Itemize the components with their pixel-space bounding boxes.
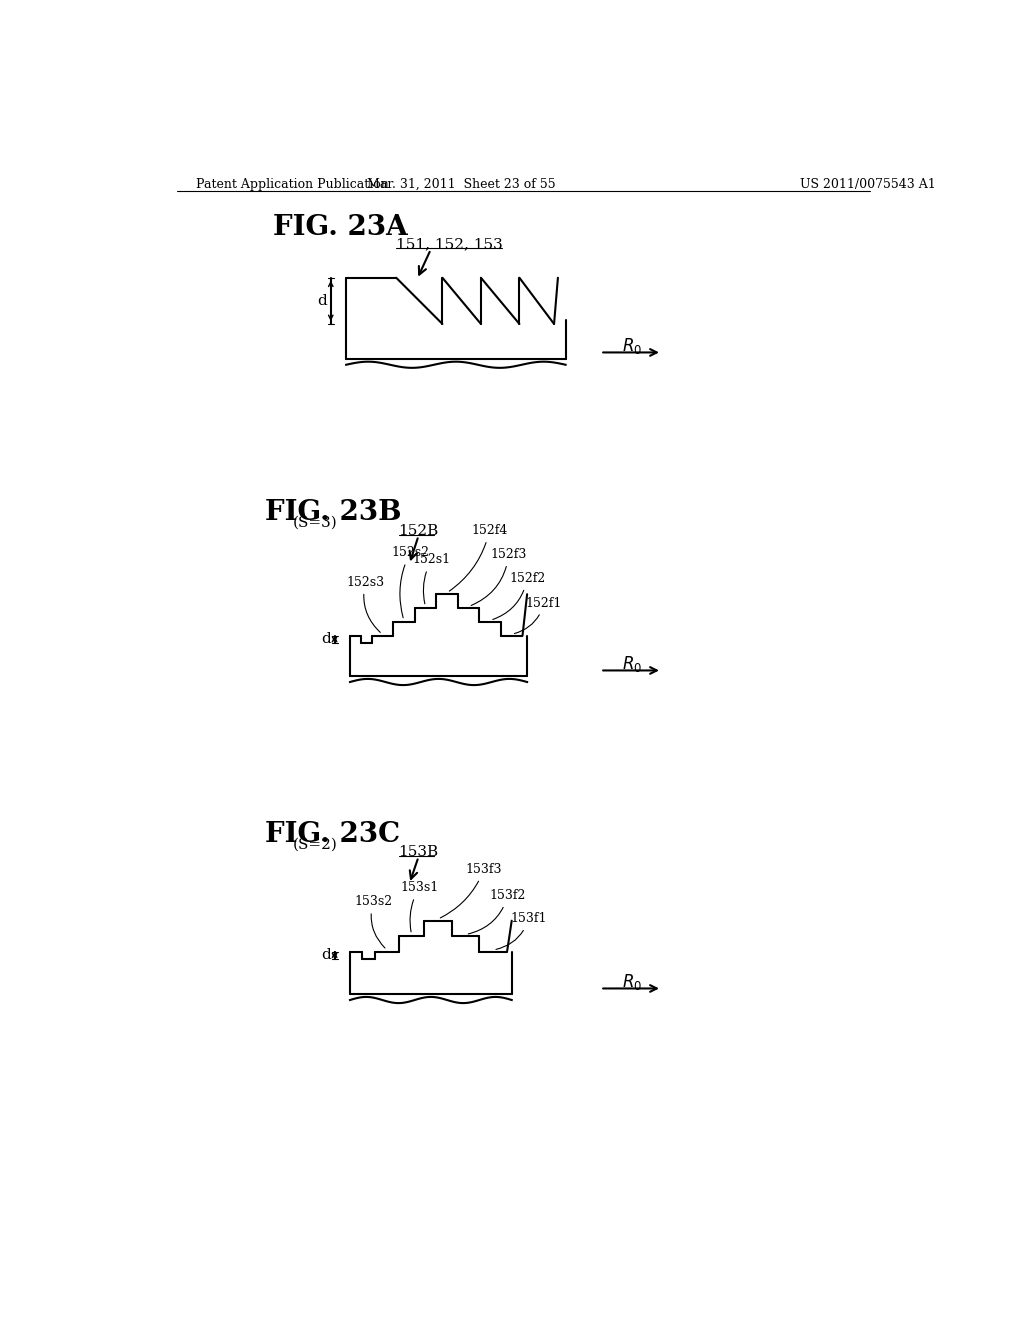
Text: d: d xyxy=(321,632,331,647)
Text: Patent Application Publication: Patent Application Publication xyxy=(196,178,389,190)
Text: d: d xyxy=(317,294,327,308)
Text: Mar. 31, 2011  Sheet 23 of 55: Mar. 31, 2011 Sheet 23 of 55 xyxy=(368,178,556,190)
Text: 153B: 153B xyxy=(398,845,438,859)
Text: 153s2: 153s2 xyxy=(354,895,392,948)
Text: $R_0$: $R_0$ xyxy=(622,655,642,675)
Text: 151, 152, 153: 151, 152, 153 xyxy=(396,238,503,251)
Text: d: d xyxy=(321,948,331,962)
Text: FIG. 23B: FIG. 23B xyxy=(265,499,401,525)
Text: 152f3: 152f3 xyxy=(471,548,526,606)
Text: $R_0$: $R_0$ xyxy=(622,973,642,993)
Text: FIG. 23A: FIG. 23A xyxy=(273,214,408,240)
Text: US 2011/0075543 A1: US 2011/0075543 A1 xyxy=(801,178,936,190)
Text: (S=3): (S=3) xyxy=(292,516,337,529)
Text: 152f4: 152f4 xyxy=(450,524,508,591)
Text: (S=2): (S=2) xyxy=(292,838,337,851)
Text: 153s1: 153s1 xyxy=(400,882,438,932)
Text: 152s3: 152s3 xyxy=(346,576,384,632)
Text: 152s1: 152s1 xyxy=(413,553,451,603)
Text: 152f1: 152f1 xyxy=(514,597,562,634)
Text: 152f2: 152f2 xyxy=(493,572,545,619)
Text: $R_0$: $R_0$ xyxy=(622,337,642,356)
Text: 153f1: 153f1 xyxy=(496,912,547,949)
Text: 152s2: 152s2 xyxy=(391,546,429,618)
Text: 153f2: 153f2 xyxy=(468,890,526,935)
Text: FIG. 23C: FIG. 23C xyxy=(265,821,400,847)
Text: 152B: 152B xyxy=(398,524,438,539)
Text: 153f3: 153f3 xyxy=(440,863,502,917)
